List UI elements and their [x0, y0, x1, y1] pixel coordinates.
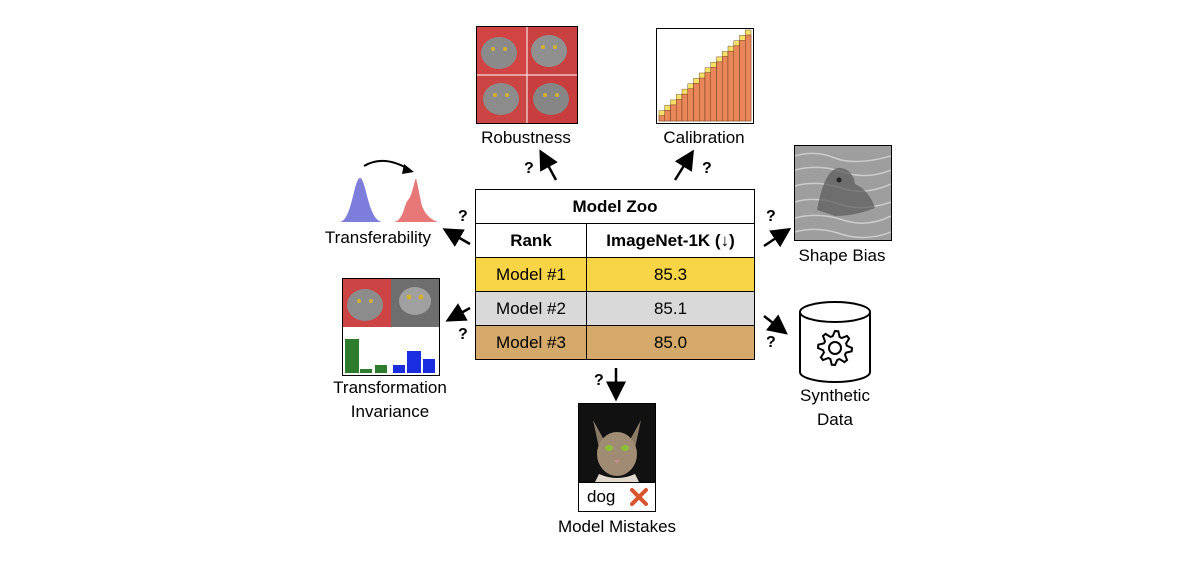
question-mark-synthetic: ? [766, 334, 776, 351]
calibration-bar [693, 83, 700, 122]
calibration-bar [658, 115, 665, 122]
model-score: 85.1 [586, 291, 755, 326]
calibration-histogram [658, 29, 752, 122]
transferability-distributions [340, 159, 438, 222]
label-shape-bias: Shape Bias [798, 246, 886, 265]
arrow-to-shape-bias [763, 227, 792, 248]
calibration-bar [739, 40, 746, 122]
arrow-to-synthetic [763, 314, 788, 335]
calibration-bar [704, 72, 711, 122]
target-distribution [394, 178, 438, 222]
label-transformation-line1: Transformation [333, 378, 447, 397]
invariance-bar [423, 359, 435, 373]
model-name: Model #1 [475, 257, 587, 292]
label-transferability: Transferability [324, 228, 432, 247]
calibration-bar [733, 45, 740, 122]
calibration-bar [664, 110, 671, 122]
gear-icon [816, 329, 854, 367]
calibration-bar [727, 50, 734, 122]
arrow-to-robustness [539, 149, 558, 181]
table-row: Model #1 85.3 [475, 257, 755, 292]
calibration-bar [681, 93, 688, 122]
calibration-bar [670, 104, 677, 122]
invariance-bar [393, 365, 405, 373]
calibration-bar [745, 34, 752, 122]
table-title: Model Zoo [475, 189, 755, 224]
transform-cat-pair [343, 279, 439, 327]
arrow-to-transformation [445, 303, 471, 322]
calibration-bar [687, 88, 694, 122]
arrow-to-transferability [442, 228, 471, 247]
cross-icon [630, 488, 648, 506]
table-row: Model #2 85.1 [475, 291, 755, 326]
invariance-bar [375, 365, 387, 373]
histogram-icon [345, 339, 435, 373]
cat-image-grid [477, 27, 577, 123]
model-name: Model #3 [475, 325, 587, 360]
calibration-chart [656, 28, 754, 124]
invariance-bar [345, 339, 359, 373]
question-mark-mistakes: ? [594, 372, 604, 389]
database-icon [799, 301, 871, 383]
model-score: 85.3 [586, 257, 755, 292]
source-distribution [340, 178, 382, 222]
shape-bias-image [794, 145, 892, 241]
label-robustness: Robustness [481, 128, 571, 147]
model-zoo-table: Model Zoo Rank ImageNet-1K (↓) Model #1 … [475, 189, 755, 360]
invariance-bar [360, 369, 372, 373]
label-synthetic-line2: Data [817, 410, 853, 429]
model-name: Model #2 [475, 291, 587, 326]
label-calibration: Calibration [663, 128, 745, 147]
label-synthetic-line1: Synthetic [800, 386, 870, 405]
transformation-image [342, 278, 440, 376]
table-row: Model #3 85.0 [475, 325, 755, 360]
header-imagenet: ImageNet-1K (↓) [586, 223, 755, 258]
calibration-bar [699, 77, 706, 122]
silhouette-shape [817, 167, 875, 216]
label-transformation-line2: Invariance [350, 402, 430, 421]
arrow-to-calibration [673, 149, 694, 181]
mistake-cat-photo [579, 404, 655, 482]
invariance-bar [407, 351, 421, 373]
question-mark-transformation: ? [458, 326, 468, 343]
texture-image [795, 146, 891, 240]
question-mark-transferability: ? [458, 208, 468, 225]
calibration-bar [676, 99, 683, 122]
calibration-bar [722, 56, 729, 122]
question-mark-calibration: ? [702, 160, 712, 177]
calibration-bar [716, 61, 723, 122]
label-model-mistakes: Model Mistakes [557, 517, 677, 536]
prediction-label: dog [587, 487, 616, 506]
question-mark-shape-bias: ? [766, 208, 776, 225]
calibration-bar [710, 67, 717, 122]
question-mark-robustness: ? [524, 160, 534, 177]
cat-image [578, 403, 656, 483]
header-rank: Rank [475, 223, 587, 258]
model-score: 85.0 [586, 325, 755, 360]
robustness-image [476, 26, 578, 124]
prediction-box: dog [578, 482, 656, 512]
